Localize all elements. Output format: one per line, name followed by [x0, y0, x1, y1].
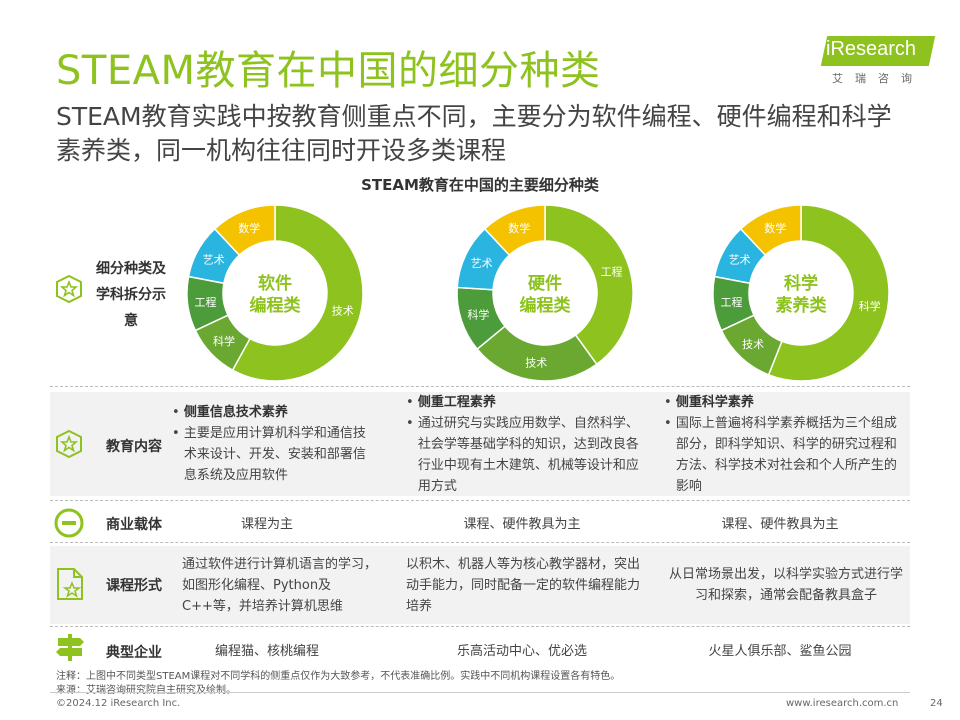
note-text: 注释：上图中不同类型STEAM课程对不同学科的侧重点仅作为大致参考，不代表准确比… [56, 671, 621, 682]
companies-cell-hardware: 乐高活动中心、优必选 [456, 644, 587, 659]
format-cell-hardware: 以积木、机器人等为核心教学器材，突出动手能力，同时配备一定的软件编程能力培养 [406, 557, 641, 614]
document-star-icon [54, 567, 86, 605]
content-body-software: 主要是应用计算机科学和通信技术来设计、开发、安装和部署信息系统及应用软件 [183, 426, 366, 483]
star-badge-icon [54, 429, 84, 463]
page-number: 24 [930, 698, 943, 709]
row-label-companies: 典型企业 [106, 645, 162, 661]
page-subtitle: STEAM教育实践中按教育侧重点不同，主要分为软件编程、硬件编程和科学素养类，同… [56, 102, 892, 165]
donut-segment-数学 [213, 204, 276, 257]
content-cell-science: • 侧重科学素养 • 国际上普遍将科学素养概括为三个组成部分，即科学知识、科学的… [664, 392, 900, 497]
donut-segment-label: 工程 [601, 265, 623, 278]
logo-cn-text: 艾瑞咨询 [832, 72, 924, 85]
companies-cell-software: 编程猫、核桃编程 [214, 644, 319, 659]
donut-segment-label: 技术 [742, 338, 764, 351]
format-cell-software: 通过软件进行计算机语言的学习，如图形化编程、Python及C++等，并培养计算机… [182, 557, 378, 614]
content-body-science: 国际上普遍将科学素养概括为三个组成部分，即科学知识、科学的研究过程和方法、科学技… [675, 416, 897, 494]
donut-segment-label: 数学 [238, 221, 260, 235]
content-body-hardware: 通过研究与实践应用数学、自然科学、社会学等基础学科的知识，达到改良各行业中现有土… [417, 416, 639, 494]
star-badge-icon [54, 274, 84, 308]
donut-segment-工程 [544, 204, 634, 366]
page-title: STEAM教育在中国的细分种类 [56, 48, 601, 94]
donut-center-label: 编程类 [250, 295, 302, 316]
donut-segment-技术 [231, 204, 364, 382]
logo-text: iResearch [826, 38, 917, 60]
donut-segment-label: 数学 [508, 221, 530, 235]
donut-segment-数学 [739, 204, 802, 257]
source-text: 来源：艾瑞咨询研究院自主研究及绘制。 [56, 685, 236, 696]
donut-segment-label: 工程 [721, 296, 743, 309]
donut-segment-label: 科学 [859, 299, 881, 313]
companies-cell-science: 火星人俱乐部、鲨鱼公园 [708, 644, 852, 659]
content-cell-software: • 侧重信息技术素养 • 主要是应用计算机科学和通信技术来设计、开发、安装和部署… [172, 402, 372, 486]
row-label-format: 课程形式 [106, 578, 162, 594]
donut-center-label: 硬件 [528, 273, 562, 294]
copyright-text: ©2024.12 iResearch Inc. [56, 698, 181, 709]
content-cell-hardware: • 侧重工程素养 • 通过研究与实践应用数学、自然科学、社会学等基础学科的知识，… [406, 392, 642, 497]
row-education-content [50, 392, 910, 496]
donut-segment-label: 艺术 [203, 253, 225, 266]
donut-segment-label: 技术 [332, 304, 354, 317]
donut-segment-label: 艺术 [729, 253, 751, 266]
donut-center-label: 编程类 [520, 295, 572, 316]
donut-segment-label: 艺术 [471, 257, 493, 270]
donut-row-label: 细分种类及学科拆分示意 [96, 261, 166, 329]
row-label-carrier: 商业载体 [106, 517, 162, 533]
iresearch-logo: iResearch 艾瑞咨询 [818, 30, 938, 88]
donut-hardware: 工程技术 科学 艺术 数学硬件 编程类 [454, 202, 636, 384]
donut-segment-label: 科学 [213, 334, 235, 348]
donut-segment-label: 科学 [467, 308, 489, 322]
row-label-content: 教育内容 [106, 439, 162, 455]
content-head-hardware: 侧重工程素养 [417, 395, 496, 410]
donut-segment-科学 [767, 204, 890, 382]
donut-center-label: 科学 [784, 273, 818, 294]
signpost-icon [54, 632, 86, 666]
diagram-title: STEAM教育在中国的主要细分种类 [361, 176, 599, 194]
donut-center-label: 素养类 [776, 295, 828, 316]
carrier-cell-software: 课程为主 [240, 517, 293, 532]
donut-segment-label: 数学 [764, 221, 786, 235]
content-head-science: 侧重科学素养 [675, 395, 754, 410]
donut-segment-数学 [483, 204, 546, 257]
donut-center-label: 软件 [258, 273, 292, 294]
donut-science: 科学 技术 工程 艺术 数学 科学 素养类 [710, 202, 892, 384]
carrier-cell-hardware: 课程、硬件教具为主 [463, 517, 581, 532]
donut-segment-label: 技术 [525, 356, 547, 369]
carrier-cell-science: 课程、硬件教具为主 [721, 517, 839, 532]
format-cell-science: 从日常场景出发，以科学实验方式进行学习和探索，通常会配备教具盒子 [668, 567, 903, 603]
minus-circle-icon [54, 508, 84, 542]
donut-segment-label: 工程 [195, 296, 217, 309]
donut-software: 技术科学 工程 艺术 数学软件 编程类 [184, 202, 366, 384]
row-course-format [50, 546, 910, 624]
content-head-software: 侧重信息技术素养 [183, 405, 288, 420]
footer-url: www.iresearch.com.cn [786, 698, 899, 709]
